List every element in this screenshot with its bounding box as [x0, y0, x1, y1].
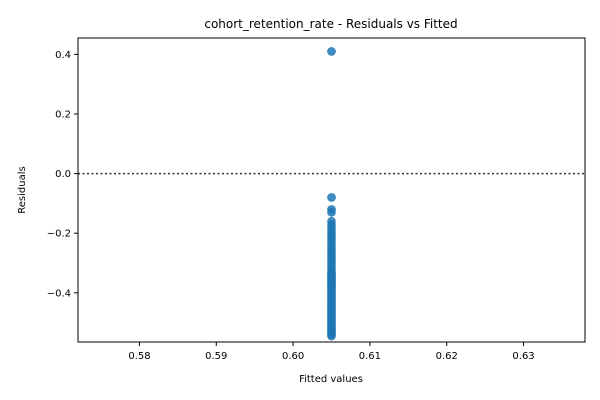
x-tick-label: 0.61 — [359, 351, 381, 362]
y-tick-label: −0.4 — [47, 288, 71, 299]
y-axis-label: Residuals — [17, 166, 28, 213]
x-tick-label: 0.62 — [436, 351, 458, 362]
x-tick-label: 0.60 — [282, 351, 304, 362]
x-tick-label: 0.58 — [128, 351, 150, 362]
y-tick-label: −0.2 — [47, 229, 71, 240]
x-tick-label: 0.59 — [205, 351, 227, 362]
axes-frame — [77, 37, 586, 343]
data-point — [327, 208, 336, 217]
x-axis-label: Fitted values — [299, 374, 363, 385]
data-point — [327, 193, 336, 202]
scatter-points — [327, 47, 336, 341]
y-tick-label: 0.0 — [55, 169, 71, 180]
plot-area — [77, 37, 586, 343]
data-point — [327, 269, 336, 278]
y-tick-label: 0.4 — [55, 50, 71, 61]
x-tick-label: 0.63 — [512, 351, 534, 362]
data-point — [327, 47, 336, 56]
y-axis-ticks: −0.4 −0.2 0.0 0.2 0.4 — [47, 50, 78, 299]
chart-title: cohort_retention_rate - Residuals vs Fit… — [204, 17, 457, 31]
y-tick-label: 0.2 — [55, 110, 71, 121]
x-axis-ticks: 0.58 0.59 0.60 0.61 0.62 0.63 — [128, 342, 535, 362]
